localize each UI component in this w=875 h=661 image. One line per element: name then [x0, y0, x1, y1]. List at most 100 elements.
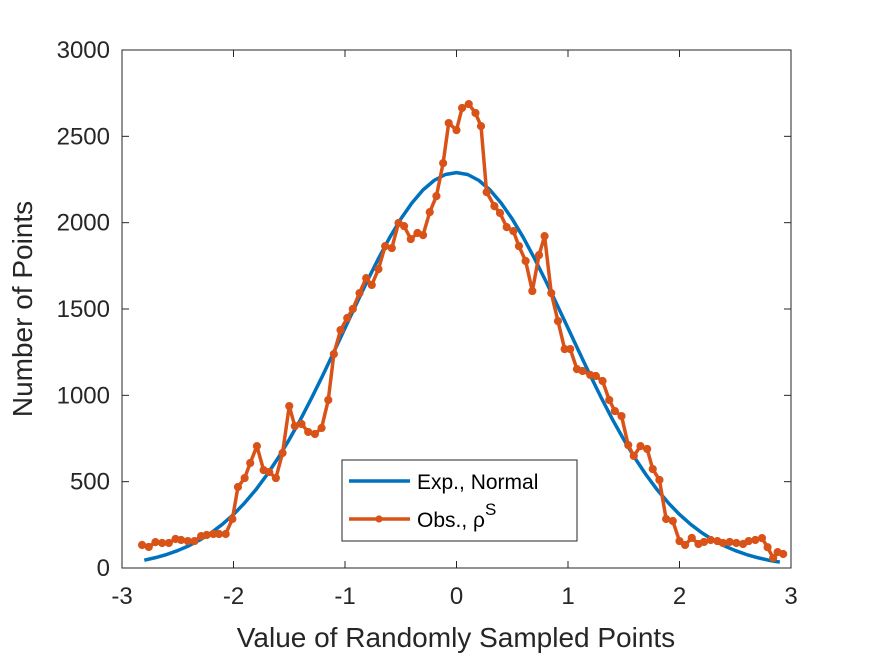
- data-point: [605, 395, 614, 405]
- data-point: [528, 286, 537, 296]
- data-point: [482, 188, 491, 197]
- data-point: [598, 376, 607, 386]
- data-point: [643, 444, 652, 454]
- data-point: [476, 122, 486, 131]
- data-point: [310, 429, 319, 439]
- data-point: [751, 535, 760, 545]
- data-point: [662, 514, 671, 524]
- y-tick-label: 0: [97, 555, 110, 582]
- data-point: [779, 549, 788, 559]
- data-point: [151, 538, 160, 547]
- x-tick-label: -3: [111, 583, 132, 610]
- data-point: [304, 427, 313, 437]
- data-point: [655, 475, 664, 485]
- data-point: [534, 251, 544, 260]
- data-point: [439, 158, 448, 168]
- x-axis-label: Value of Randomly Sampled Points: [237, 622, 675, 653]
- data-point: [355, 289, 364, 298]
- y-axis-label: Number of Points: [7, 201, 38, 417]
- data-point: [769, 553, 778, 563]
- data-point: [490, 201, 499, 211]
- data-point: [610, 406, 619, 416]
- data-point: [502, 223, 511, 232]
- data-point: [744, 536, 753, 546]
- data-point: [324, 395, 333, 405]
- data-point: [278, 448, 287, 458]
- data-point: [471, 108, 480, 118]
- y-tick-label: 1000: [57, 382, 110, 409]
- data-point: [763, 543, 772, 552]
- data-point: [699, 537, 709, 547]
- y-tick-label: 3000: [57, 37, 110, 64]
- data-point: [348, 304, 357, 314]
- data-point: [406, 234, 415, 244]
- data-point: [757, 534, 767, 543]
- data-point: [367, 280, 376, 290]
- data-point: [246, 458, 255, 468]
- data-point: [553, 316, 563, 326]
- data-point: [578, 366, 587, 376]
- data-point: [387, 243, 396, 253]
- data-point: [432, 191, 441, 201]
- data-point: [566, 344, 575, 354]
- data-point: [636, 441, 645, 451]
- data-point: [718, 538, 728, 548]
- data-point: [190, 536, 199, 546]
- data-point: [228, 514, 237, 524]
- y-tick-label: 1500: [57, 296, 110, 323]
- data-point: [624, 440, 633, 450]
- x-tick-label: -2: [223, 583, 244, 610]
- y-tick-label: 2000: [57, 210, 110, 237]
- data-point: [336, 325, 345, 335]
- data-point: [144, 542, 153, 552]
- data-point: [362, 273, 371, 283]
- data-point: [233, 482, 243, 492]
- legend-label-superscript: S: [485, 500, 496, 519]
- legend-box: [341, 459, 578, 542]
- data-point: [675, 536, 684, 546]
- data-point: [317, 423, 326, 433]
- data-point: [648, 464, 657, 474]
- y-tick-label: 500: [70, 469, 110, 496]
- data-point: [591, 371, 600, 381]
- data-point: [452, 126, 461, 135]
- data-point: [158, 538, 167, 548]
- data-point: [381, 242, 390, 251]
- data-point: [271, 473, 280, 483]
- data-point: [183, 536, 192, 546]
- data-point: [495, 208, 505, 218]
- x-tick-label: -1: [334, 583, 355, 610]
- data-point: [425, 208, 434, 217]
- data-point: [252, 441, 262, 451]
- data-point: [214, 529, 224, 539]
- data-point: [343, 313, 352, 323]
- data-point: [176, 535, 186, 545]
- data-point: [680, 540, 690, 550]
- data-point: [706, 535, 715, 545]
- data-point: [668, 516, 677, 526]
- x-tick-label: 2: [673, 583, 686, 610]
- legend-marker: [375, 515, 383, 523]
- x-tick-label: 3: [784, 583, 797, 610]
- data-point: [629, 451, 638, 461]
- data-point: [374, 265, 383, 274]
- data-point: [725, 537, 734, 547]
- data-point: [687, 533, 696, 543]
- legend-label: Obs., ρS: [417, 500, 496, 532]
- data-point: [137, 540, 147, 550]
- legend-label-text: Obs., ρ: [417, 509, 485, 532]
- data-point: [732, 538, 741, 548]
- data-point: [457, 103, 467, 113]
- legend-label-text: Exp., Normal: [417, 471, 538, 494]
- data-point: [221, 529, 230, 539]
- legend-label: Exp., Normal: [417, 471, 538, 494]
- plot: -3 -2 -1 0 1 2 3 0 500 1000 1500 2000 2500 3000: [57, 37, 798, 610]
- data-point: [265, 467, 274, 477]
- y-tick-label: 2500: [57, 123, 110, 150]
- data-point: [399, 222, 409, 231]
- data-point: [464, 99, 473, 109]
- data-point: [329, 349, 338, 359]
- data-point: [617, 411, 626, 421]
- data-point: [444, 118, 453, 128]
